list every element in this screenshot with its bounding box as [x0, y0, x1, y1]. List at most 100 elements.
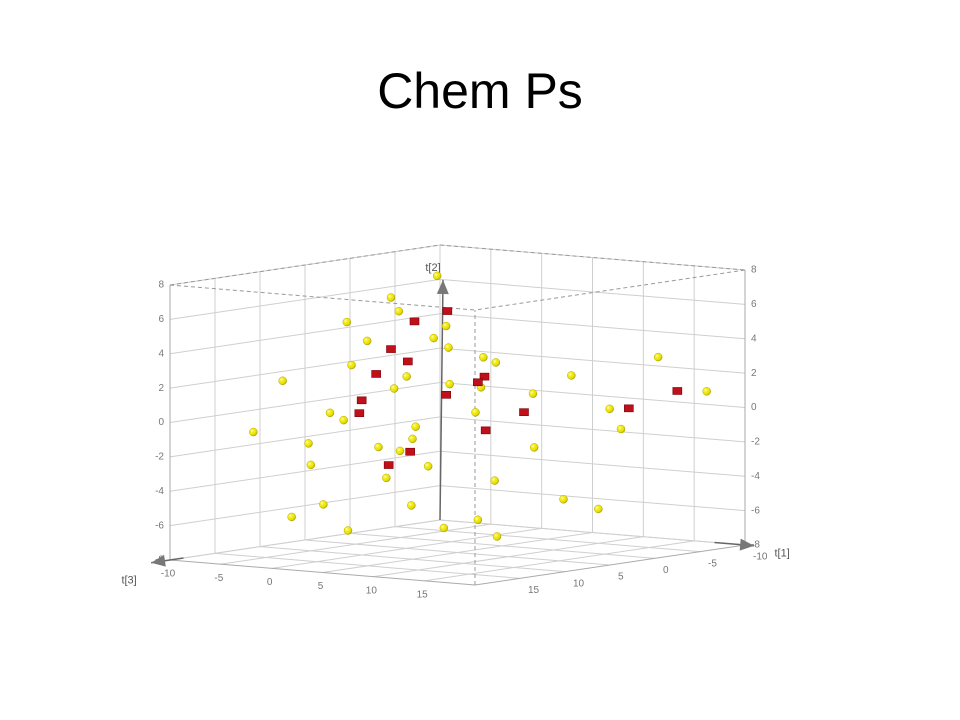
point-shade: [374, 443, 383, 452]
point: [409, 317, 420, 326]
grid-line: [304, 539, 611, 566]
point: [624, 404, 634, 413]
y-tick-label: 2: [158, 383, 164, 394]
point-shade: [433, 271, 442, 280]
point-shade: [444, 343, 453, 352]
y-tick-label: -2: [155, 452, 164, 463]
y-tick-label: -2: [751, 437, 760, 448]
point-shade: [424, 462, 433, 471]
point-shade: [394, 307, 403, 316]
z-tick-label: 10: [573, 578, 585, 589]
point-shade: [617, 425, 625, 434]
box-edge: [439, 244, 746, 271]
point-shade: [287, 512, 296, 521]
point: [386, 345, 396, 353]
y-tick-label: -4: [751, 471, 760, 482]
x-tick-label: 15: [417, 589, 429, 600]
y-tick-label: 4: [158, 348, 164, 359]
point-shade: [344, 526, 352, 535]
point-shade: [530, 443, 539, 452]
box-edge: [474, 269, 746, 311]
point-shade: [473, 515, 482, 524]
point-shade: [396, 446, 404, 455]
point-shade: [408, 434, 417, 443]
y-tick-label: 0: [751, 402, 757, 413]
point-shade: [278, 376, 287, 385]
point-shade: [479, 353, 488, 362]
x-axis-arrow-head: [739, 538, 755, 551]
x-tick-label: 0: [267, 577, 273, 588]
x-tick-label: 5: [318, 581, 324, 592]
point-shade: [490, 476, 499, 485]
point-shade: [382, 473, 391, 482]
y-tick-label: -8: [751, 540, 760, 551]
x-tick-label: -5: [214, 573, 223, 584]
point: [383, 461, 394, 469]
point-shade: [342, 318, 351, 327]
point-shade: [326, 408, 334, 417]
point-shade: [407, 501, 416, 510]
point-shade: [390, 384, 399, 393]
y-tick-label: 8: [751, 265, 757, 276]
axis-title: t[3]: [121, 575, 136, 587]
point-shade: [491, 358, 500, 367]
point-shade: [559, 495, 568, 504]
grid-line: [349, 532, 656, 559]
y-axis-arrow-head: [436, 280, 449, 295]
point: [405, 447, 415, 456]
point-shade: [529, 389, 537, 398]
z-tick-label: -10: [753, 552, 768, 563]
point: [356, 396, 367, 405]
point-shade: [249, 428, 258, 437]
point-shade: [471, 408, 480, 417]
point-shade: [411, 422, 420, 431]
y-tick-label: 2: [751, 368, 757, 379]
point-shade: [594, 504, 603, 513]
point-shade: [306, 460, 315, 469]
point: [672, 387, 683, 395]
y-tick-label: 6: [751, 299, 757, 310]
point: [473, 378, 483, 387]
point: [403, 357, 413, 366]
point: [519, 408, 529, 416]
z-tick-label: 5: [618, 572, 624, 583]
axis-title: t[2]: [425, 262, 440, 274]
y-tick-label: 8: [158, 280, 164, 291]
x-tick-label: 10: [366, 585, 378, 596]
y-tick-label: 6: [158, 314, 164, 325]
chart-title: Chem Ps: [377, 63, 583, 119]
box-edge: [474, 544, 746, 586]
y-tick-label: -4: [155, 486, 164, 497]
point: [441, 391, 451, 399]
point-shade: [654, 353, 663, 362]
point: [354, 409, 365, 417]
point-shade: [605, 404, 614, 413]
point-shade: [442, 322, 451, 331]
point: [479, 372, 490, 381]
point-shade: [363, 336, 372, 345]
point-shade: [429, 334, 438, 343]
z-tick-label: 0: [663, 565, 669, 576]
point-shade: [387, 293, 395, 302]
box-edge: [169, 244, 441, 286]
y-tick-label: -6: [155, 520, 164, 531]
y-tick-label: -6: [751, 505, 760, 516]
z-axis-arrow-head: [151, 554, 166, 567]
point: [442, 307, 453, 315]
point-shade: [439, 523, 448, 532]
x-tick-label: -10: [161, 569, 176, 580]
point-shade: [319, 500, 328, 509]
point-shade: [339, 416, 348, 425]
point: [480, 426, 491, 435]
z-tick-label: -5: [708, 558, 717, 569]
grid-line: [214, 552, 521, 579]
y-tick-label: 4: [751, 333, 757, 344]
grid-line: [439, 519, 746, 546]
grid-line: [259, 546, 566, 573]
box-edge: [169, 284, 476, 311]
y-axis-arrow: [439, 279, 444, 521]
y-tick-label: 0: [158, 417, 164, 428]
point-shade: [347, 361, 356, 370]
z-tick-label: 15: [528, 585, 540, 596]
